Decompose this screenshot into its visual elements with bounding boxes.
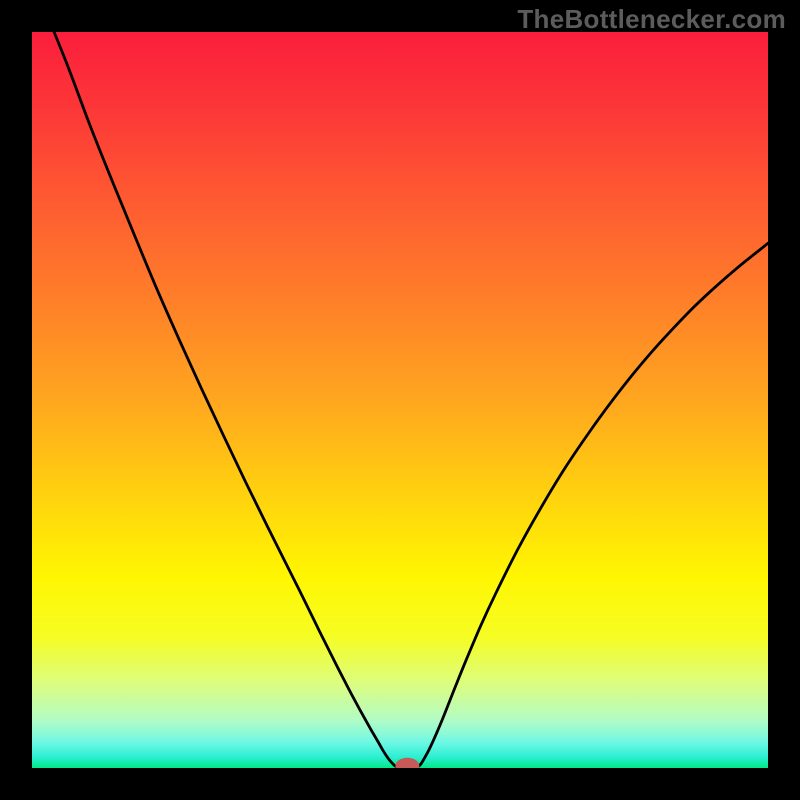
- watermark-text: TheBottlenecker.com: [517, 4, 786, 35]
- plot-background: [32, 32, 768, 768]
- chart-stage: TheBottlenecker.com: [0, 0, 800, 800]
- bottleneck-chart: [0, 0, 800, 800]
